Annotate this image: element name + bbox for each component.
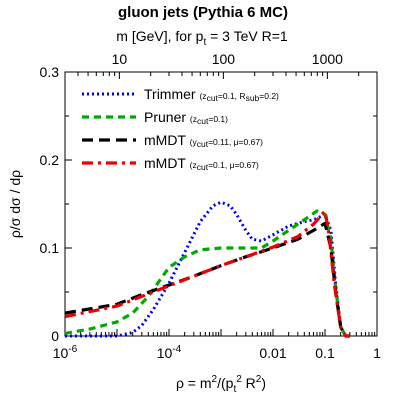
x-tick-label: 10-6 (53, 344, 78, 361)
series-line-4 (64, 209, 350, 338)
plot-frame (64, 71, 378, 337)
legend-entry-3: mMDT (ycut=0.11, μ=0.67) (144, 132, 263, 149)
y-axis-label: ρ/σ dσ / dρ (7, 170, 23, 238)
top-axis-label-rest: = 3 TeV R=1 (206, 28, 288, 44)
legend: Trimmer (zcut=0.1, Rsub=0.2) Pruner (zcut… (82, 86, 279, 172)
chart-title: gluon jets (Pythia 6 MC) (118, 4, 288, 21)
top-axis-label-main: m [GeV], for p (116, 28, 203, 44)
tick-labels: 10-6 10-4 0.01 0.1 1 10 100 1000 0 0.1 0.2 0.3 (40, 51, 382, 361)
x-tick-label: 10-4 (157, 344, 182, 361)
svg-text:m [GeV], for pt = 3 TeV R=1: m [GeV], for pt = 3 TeV R=1 (116, 28, 288, 48)
svg-text:ρ = m2/(pt2 R2): ρ = m2/(pt2 R2) (176, 374, 266, 395)
legend-entry-1: Trimmer (zcut=0.1, Rsub=0.2) (144, 86, 279, 103)
top-tick-label: 1000 (312, 51, 343, 67)
legend-entry-2: Pruner (zcut=0.1) (144, 109, 228, 126)
series-line-1 (65, 200, 350, 338)
top-tick-label: 100 (212, 51, 236, 67)
top-axis-label-sub: t (203, 37, 206, 48)
y-tick-label: 0.2 (40, 152, 60, 168)
series-group (64, 200, 350, 338)
top-tick-label: 10 (112, 51, 128, 67)
x-tick-label: 1 (373, 345, 381, 361)
x-tick-label: 0.1 (315, 345, 335, 361)
y-tick-label: 0.3 (40, 64, 60, 80)
y-tick-label: 0 (51, 328, 59, 344)
x-axis-label: ρ = m2/(pt2 R2) (176, 374, 266, 395)
top-axis-label: m [GeV], for pt = 3 TeV R=1 (116, 28, 288, 48)
ticks (64, 71, 378, 337)
x-tick-label: 0.01 (259, 345, 286, 361)
y-tick-label: 0.1 (40, 240, 60, 256)
legend-entry-4: mMDT (zcut=0.1, μ=0.67) (144, 155, 259, 172)
series-line-3 (64, 221, 350, 338)
